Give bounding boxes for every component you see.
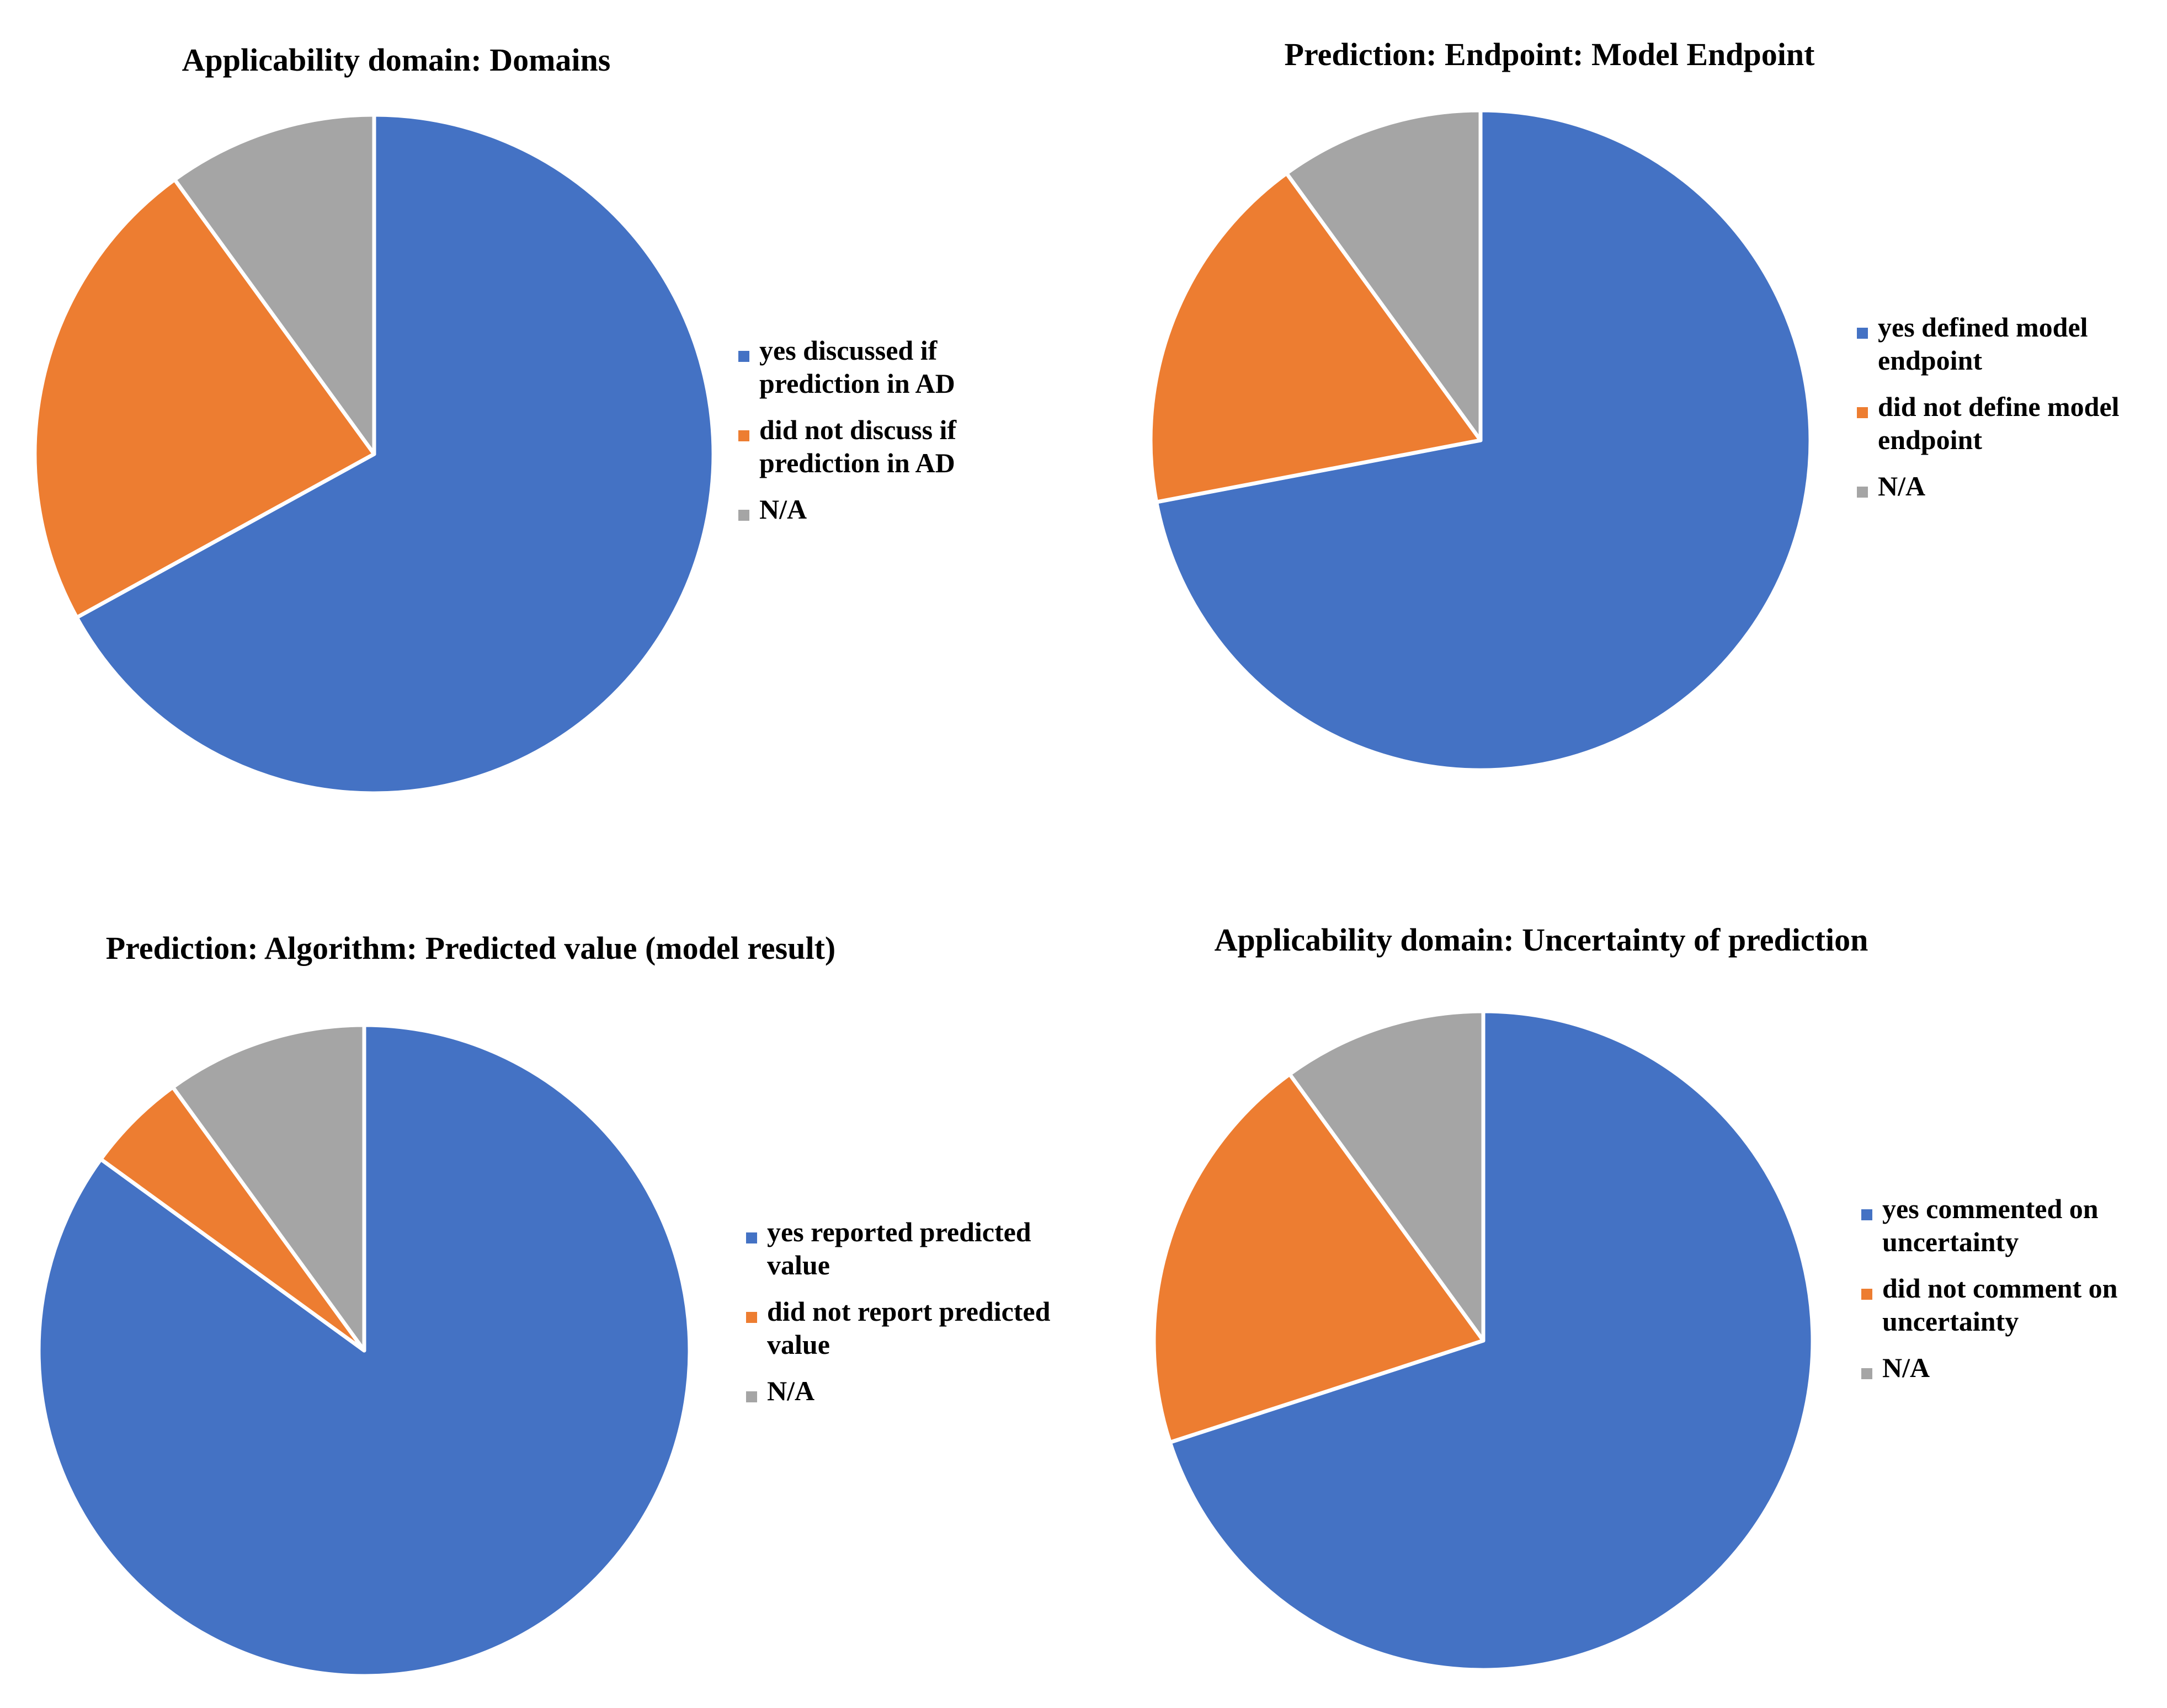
chart-2-legend-item-3: N/A: [1857, 471, 1925, 501]
chart-3-legend-swatch-1: [746, 1232, 757, 1243]
chart-2-slice-1: [1154, 108, 1813, 772]
chart-4-pie: [1152, 1009, 1815, 1672]
chart-2: Prediction: Endpoint: Model Endpoint yes…: [1148, 36, 2120, 772]
chart-1-legend-swatch-1: [738, 351, 749, 362]
chart-4-legend-item-1: yes commented on uncertainty: [1861, 1193, 2099, 1257]
chart-4-slice-1: [1168, 1009, 1815, 1672]
chart-1-legend-label-3: N/A: [759, 494, 807, 525]
chart-2-legend-label-2: did not define model endpoint: [1878, 391, 2120, 455]
chart-2-legend: yes defined model endpoint did not define …: [1857, 312, 2120, 501]
chart-1-legend-item-2: did not discuss if prediction in AD: [738, 414, 957, 478]
chart-4-legend-label-2: did not comment on uncertainty: [1882, 1273, 2118, 1337]
chart-1-title: Applicability domain: Domains: [182, 42, 611, 78]
chart-2-slice-3: [1285, 108, 1483, 442]
chart-2-legend-swatch-3: [1857, 487, 1868, 498]
chart-3-legend-label-2: did not report predicted value: [767, 1296, 1051, 1360]
chart-4-legend-label-3: N/A: [1882, 1352, 1930, 1383]
chart-3-legend-swatch-3: [746, 1391, 757, 1402]
chart-4-slice-2: [1152, 1072, 1486, 1444]
chart-3: Prediction: Algorithm: Predicted value (…: [36, 930, 1051, 1678]
chart-2-legend-label-3: N/A: [1878, 471, 1925, 501]
chart-4-title: Applicability domain: Uncertainty of pre…: [1215, 922, 1868, 958]
chart-4-legend-swatch-3: [1861, 1368, 1872, 1379]
chart-1-legend-label-1: yes discussed if prediction in AD: [759, 335, 955, 399]
chart-3-legend-swatch-2: [746, 1312, 757, 1323]
chart-2-slice-2: [1148, 171, 1483, 504]
chart-2-title: Prediction: Endpoint: Model Endpoint: [1285, 36, 1815, 72]
chart-1: Applicability domain: Domains yes discus…: [33, 42, 957, 796]
chart-4: Applicability domain: Uncertainty of pre…: [1152, 922, 2118, 1672]
chart-3-slice-3: [171, 1023, 366, 1353]
chart-3-legend-item-3: N/A: [746, 1375, 814, 1406]
chart-2-legend-label-1: yes defined model endpoint: [1878, 312, 2088, 376]
chart-4-legend-item-3: N/A: [1861, 1352, 1930, 1383]
chart-2-legend-item-2: did not define model endpoint: [1857, 391, 2120, 455]
chart-1-legend: yes discussed if prediction in AD did not …: [738, 335, 957, 525]
chart-4-legend-swatch-2: [1861, 1289, 1872, 1300]
chart-3-title: Prediction: Algorithm: Predicted value (…: [106, 930, 836, 966]
chart-2-legend-swatch-1: [1857, 328, 1868, 339]
chart-1-legend-swatch-2: [738, 430, 749, 441]
chart-1-legend-item-1: yes discussed if prediction in AD: [738, 335, 955, 399]
chart-3-legend-item-1: yes reported predicted value: [746, 1216, 1031, 1280]
chart-3-pie: [36, 1023, 692, 1678]
chart-3-slice-2: [99, 1085, 366, 1353]
chart-3-legend: yes reported predicted value did not repor…: [746, 1216, 1051, 1406]
chart-1-legend-swatch-3: [738, 510, 749, 521]
chart-3-legend-item-2: did not report predicted value: [746, 1296, 1051, 1360]
chart-3-legend-label-1: yes reported predicted value: [767, 1216, 1031, 1280]
chart-1-legend-label-2: did not discuss if prediction in AD: [759, 414, 957, 478]
chart-2-legend-swatch-2: [1857, 407, 1868, 418]
chart-2-legend-item-1: yes defined model endpoint: [1857, 312, 2088, 376]
chart-1-pie: [33, 113, 716, 796]
chart-1-legend-item-3: N/A: [738, 494, 807, 525]
chart-2-pie: [1148, 108, 1813, 772]
chart-1-slice-3: [173, 113, 376, 456]
chart-4-legend-swatch-1: [1861, 1209, 1872, 1220]
chart-4-legend: yes commented on uncertainty did not comme…: [1861, 1193, 2118, 1383]
chart-4-legend-item-2: did not comment on uncertainty: [1861, 1273, 2118, 1337]
chart-3-legend-label-3: N/A: [767, 1375, 814, 1406]
chart-1-slice-1: [74, 113, 716, 796]
chart-4-slice-3: [1287, 1009, 1486, 1343]
chart-4-legend-label-1: yes commented on uncertainty: [1882, 1193, 2099, 1257]
chart-1-slice-2: [33, 177, 376, 620]
